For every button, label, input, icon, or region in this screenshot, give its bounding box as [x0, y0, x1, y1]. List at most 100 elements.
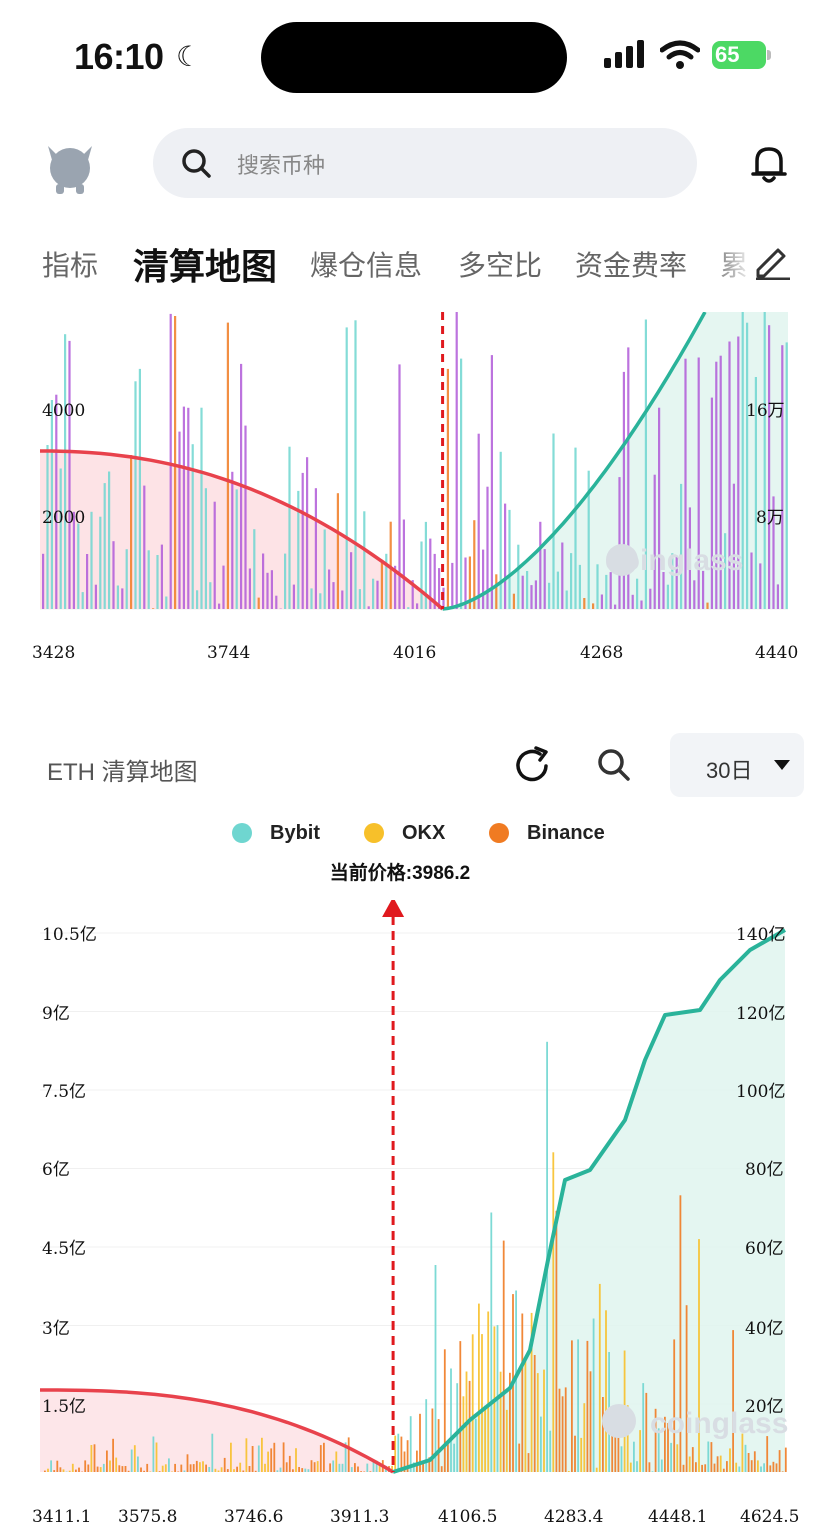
bar	[460, 358, 463, 609]
bar	[567, 1471, 570, 1472]
watermark: coinglass	[650, 1407, 788, 1440]
tab-long-short-ratio[interactable]: 多空比	[458, 250, 543, 281]
bar	[478, 1303, 480, 1472]
bar	[102, 1463, 105, 1472]
tab-liquidation-map[interactable]: 清算地图	[133, 246, 278, 287]
bar	[586, 1340, 589, 1472]
bar	[292, 1469, 294, 1472]
tab-indicators[interactable]: 指标	[42, 250, 99, 281]
c2-x-tick-5: 4283.4	[544, 1507, 603, 1525]
bar	[171, 1471, 173, 1472]
bar	[143, 485, 146, 609]
bar	[462, 1396, 465, 1472]
bar	[592, 603, 595, 609]
bell-icon[interactable]	[749, 143, 789, 185]
bar	[357, 1466, 359, 1472]
bar	[164, 1464, 167, 1472]
c2-right-tick-0: 140亿	[736, 925, 785, 945]
bar	[781, 345, 784, 609]
bar	[592, 1318, 595, 1472]
bar	[781, 1471, 784, 1472]
c1-right-tick-1: 8万	[756, 508, 784, 528]
bar	[350, 1467, 353, 1472]
avatar[interactable]	[40, 134, 100, 194]
search-input[interactable]: 搜索币种	[153, 128, 697, 198]
bar	[676, 1444, 679, 1472]
bar	[235, 489, 238, 609]
tab-liquidation-info[interactable]: 爆仓信息	[310, 250, 423, 281]
bar	[394, 1435, 397, 1472]
bar	[50, 400, 53, 609]
period-dropdown[interactable]: 30日	[670, 733, 804, 797]
c2-x-tick-1: 3575.8	[118, 1507, 177, 1525]
bar	[614, 1431, 617, 1472]
bar	[662, 572, 665, 609]
c2-right-tick-5: 40亿	[745, 1319, 784, 1339]
bar	[328, 569, 331, 609]
bar	[611, 1406, 614, 1472]
bar	[598, 1283, 601, 1472]
bar	[332, 582, 335, 609]
bar	[433, 553, 436, 609]
bar	[279, 1467, 282, 1472]
bar	[471, 1334, 474, 1472]
bar	[248, 568, 251, 609]
bar	[482, 549, 485, 609]
bar	[213, 501, 216, 609]
c1-x-tick-2: 4016	[393, 643, 436, 663]
zoom-search-icon[interactable]	[597, 748, 631, 782]
bar	[574, 447, 577, 609]
bar	[125, 549, 128, 609]
bar	[556, 571, 559, 609]
bar	[375, 1460, 378, 1472]
c1-left-tick-1: 2000	[42, 508, 85, 528]
bar	[688, 1456, 691, 1472]
legend-dot	[364, 823, 384, 843]
refresh-icon[interactable]	[514, 746, 552, 786]
bar	[191, 444, 194, 609]
bar	[754, 377, 757, 609]
bar	[688, 507, 691, 609]
bar	[539, 521, 542, 609]
bar	[515, 1290, 517, 1472]
bar	[425, 1399, 428, 1472]
bar	[552, 1152, 555, 1472]
bar	[59, 1467, 62, 1472]
tab-funding-rate[interactable]: 资金费率	[575, 250, 688, 281]
bar	[326, 1471, 328, 1472]
bar	[596, 564, 599, 609]
bar	[746, 322, 749, 609]
bar	[226, 322, 229, 609]
bar	[707, 1441, 710, 1472]
bar	[99, 516, 102, 609]
bar	[524, 1358, 527, 1472]
edit-icon[interactable]	[752, 240, 792, 280]
legend-item-binance[interactable]: Binance	[489, 818, 605, 848]
bar	[156, 555, 159, 609]
bar	[87, 1464, 90, 1472]
legend-dot	[232, 823, 252, 843]
bar	[772, 496, 775, 609]
bar	[266, 572, 269, 609]
bar	[108, 471, 111, 609]
bar	[204, 488, 207, 609]
bar	[354, 320, 357, 609]
bar	[750, 1460, 753, 1472]
tab-bar: 指标 清算地图 爆仓信息 多空比 资金费率 累	[0, 236, 828, 296]
bar	[319, 593, 322, 609]
bar	[242, 1470, 245, 1472]
caret-down-icon	[774, 760, 790, 770]
bar	[118, 1465, 121, 1472]
legend-item-okx[interactable]: OKX	[364, 818, 445, 848]
liquidation-chart-top[interactable]: coinglass 4000 2000 16万 8万 3428 3744 401…	[0, 312, 828, 672]
bar	[182, 406, 185, 609]
legend-item-bybit[interactable]: Bybit	[232, 818, 320, 848]
bar	[629, 1462, 632, 1472]
bar	[72, 511, 75, 609]
bar	[208, 1467, 211, 1472]
bar	[103, 483, 106, 609]
status-time: 16:10	[74, 36, 164, 77]
bar	[468, 1380, 471, 1472]
bar	[403, 1451, 406, 1472]
liquidation-chart-main[interactable]: coinglass 10.5亿 9亿 7.5亿 6亿 4.5亿 3亿 1.5亿 …	[0, 900, 828, 1525]
